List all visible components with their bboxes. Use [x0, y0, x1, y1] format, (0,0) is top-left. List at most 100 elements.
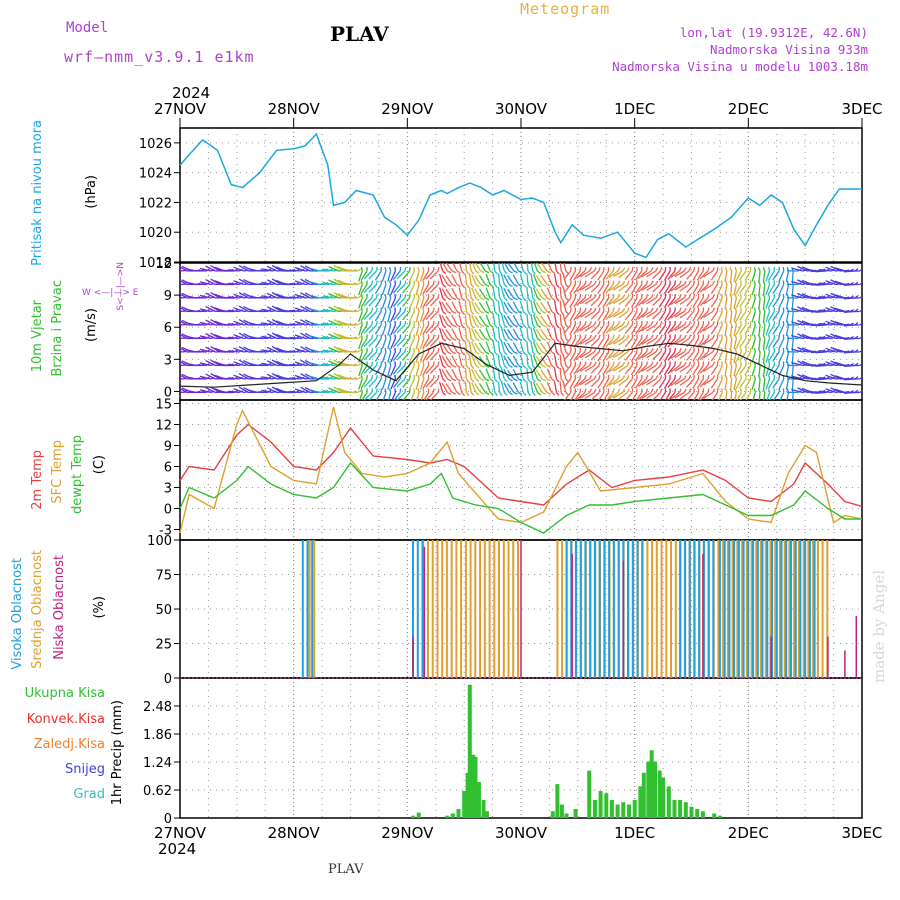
wind-arrow-head: [485, 351, 490, 355]
wind-arrow: [289, 377, 301, 380]
wind-arrow: [322, 362, 334, 367]
wind-arrow-head: [518, 337, 523, 342]
wind-arrow: [724, 392, 728, 400]
wind-arrow: [438, 381, 444, 393]
wind-arrow: [637, 392, 647, 400]
wind-arrow-head: [404, 374, 407, 380]
wind-arrow-head: [650, 361, 654, 366]
wind-arrow-head: [729, 280, 733, 285]
wind-arrow-head: [712, 307, 716, 312]
wind-arrow-head: [388, 388, 392, 393]
wind-arrow: [825, 293, 837, 299]
wind-arrow: [458, 300, 463, 312]
wind-arrow-head: [442, 365, 447, 369]
wind-arrow-head: [560, 365, 565, 370]
wind-arrow: [608, 351, 619, 359]
wind-arrow: [451, 328, 458, 339]
wind-arrow-head: [461, 270, 465, 275]
wind-arrow-head: [489, 378, 494, 382]
wind-arrow-head: [724, 375, 728, 380]
wind-arrow-head: [768, 293, 771, 299]
wind-arrow: [696, 284, 704, 295]
wind-arrow-head: [688, 307, 692, 312]
wind-arrow: [735, 378, 742, 390]
wind-arrow-head: [859, 349, 862, 353]
wind-arrow-head: [465, 392, 470, 397]
wind-arrow: [667, 338, 676, 348]
wind-arrow: [767, 324, 775, 335]
model-label: Model: [66, 20, 109, 36]
wind-arrow: [618, 391, 628, 400]
wind-arrow: [546, 328, 553, 339]
wind-arrow: [266, 319, 278, 326]
wind-arrow-head: [508, 283, 513, 288]
wind-arrow: [584, 337, 595, 345]
wind-arrow-head: [859, 376, 862, 380]
wind-arrow: [758, 297, 761, 309]
wind-arrow: [686, 392, 695, 400]
wind-arrow: [815, 337, 827, 340]
wind-arrow: [717, 284, 723, 295]
wind-arrow-head: [432, 320, 435, 326]
wind-arrow: [735, 297, 742, 309]
wind-arrow: [710, 284, 718, 294]
wind-arrow: [425, 297, 434, 307]
wind-arrow: [553, 354, 558, 366]
wind-arrow: [584, 351, 595, 359]
wind-arrow: [409, 324, 415, 336]
wind-arrow: [360, 311, 368, 322]
wind-arrow-head: [859, 268, 862, 272]
wind-arrow: [597, 351, 605, 362]
wind-arrow: [637, 311, 647, 320]
wind-arrow: [778, 324, 785, 336]
wind-arrow: [471, 301, 477, 312]
wind-arrow: [602, 365, 610, 376]
wind-arrow: [772, 378, 780, 389]
wind-arrow-head: [375, 334, 378, 339]
wind-arrow-head: [683, 267, 687, 272]
wind-arrow-head: [541, 283, 547, 287]
wind-arrow: [605, 338, 614, 348]
wind-arrow: [744, 324, 752, 335]
precip-bar: [657, 770, 662, 818]
wind-arrow: [478, 328, 486, 339]
wind-arrow: [396, 365, 406, 374]
wind-arrow-head: [461, 284, 465, 288]
wind-arrow-head: [475, 324, 480, 328]
wind-arrow: [590, 365, 600, 374]
wind-arrow-head: [584, 388, 587, 393]
wind-arrow-head: [589, 321, 593, 326]
wind-arrow: [563, 338, 572, 348]
wind-arrow-head: [768, 307, 771, 312]
x-tick-label-bottom: 3DEC: [841, 824, 882, 842]
wind-arrow-head: [485, 270, 490, 274]
wind-arrow-head: [688, 280, 692, 285]
y-tick-label: 9: [164, 440, 172, 455]
wind-arrow: [358, 365, 363, 377]
wind-arrow-head: [470, 365, 475, 369]
wind-arrow-head: [626, 334, 630, 339]
wind-arrow: [663, 270, 671, 281]
wind-arrow: [791, 297, 794, 310]
wind-arrow-head: [560, 392, 565, 397]
wind-arrow: [422, 297, 430, 308]
wind-arrow: [468, 327, 472, 339]
wind-arrow: [328, 333, 339, 340]
wind-arrow: [363, 284, 373, 293]
wind-arrow-head: [757, 307, 761, 312]
wind-arrow: [503, 328, 510, 339]
wind-arrow: [535, 382, 543, 393]
wind-arrow-head: [489, 297, 494, 301]
wind-arrow-head: [622, 321, 626, 326]
wind-arrow: [261, 362, 273, 367]
precip-bar: [649, 750, 654, 818]
wind-arrow-head: [532, 392, 536, 397]
wind-arrow: [778, 338, 785, 349]
wind-arrow: [670, 378, 680, 387]
wind-arrow: [663, 297, 671, 308]
wind-arrow-head: [551, 297, 556, 301]
wind-arrow-head: [645, 267, 649, 272]
precip-bar: [484, 811, 489, 818]
wind-arrow-head: [551, 337, 556, 342]
